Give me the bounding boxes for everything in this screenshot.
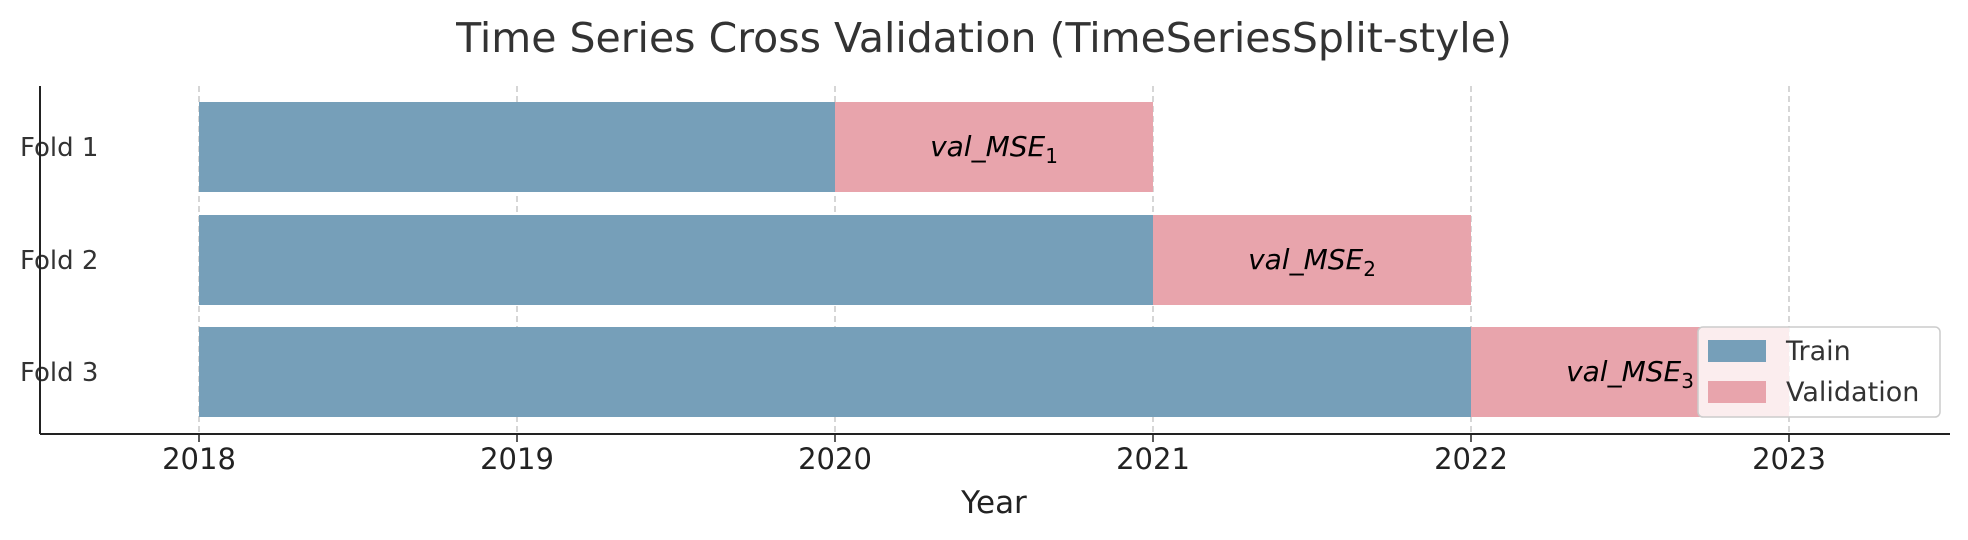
x-tick-label: 2023 bbox=[1752, 442, 1826, 476]
chart-title: Time Series Cross Validation (TimeSeries… bbox=[455, 14, 1512, 62]
validation-bar bbox=[835, 102, 1153, 192]
legend-swatch bbox=[1708, 340, 1766, 362]
x-tick-label: 2022 bbox=[1434, 442, 1508, 476]
validation-label-text: val_MSE bbox=[1566, 355, 1681, 388]
validation-label-subscript: 3 bbox=[1681, 369, 1694, 393]
x-axis-label: Year bbox=[960, 485, 1027, 521]
validation-label-text: val_MSE bbox=[930, 130, 1045, 163]
validation-label: val_MSE3 bbox=[1566, 355, 1694, 393]
train-bar bbox=[199, 327, 1471, 417]
y-tick-label: Fold 2 bbox=[20, 246, 98, 276]
y-tick-labels: Fold 1 Fold 2 Fold 3 bbox=[20, 133, 98, 388]
train-bar bbox=[199, 215, 1153, 305]
x-tick-label: 2018 bbox=[162, 442, 236, 476]
x-ticks: 2018 2019 2020 2021 2022 2023 bbox=[162, 434, 1826, 476]
x-tick-label: 2019 bbox=[480, 442, 554, 476]
legend-label: Train bbox=[1785, 336, 1851, 367]
legend-label: Validation bbox=[1786, 377, 1919, 408]
y-tick-label: Fold 1 bbox=[20, 133, 98, 163]
x-tick-label: 2020 bbox=[798, 442, 872, 476]
legend-swatch bbox=[1708, 381, 1766, 403]
x-tick-label: 2021 bbox=[1116, 442, 1190, 476]
validation-bar bbox=[1153, 215, 1471, 305]
validation-label-subscript: 1 bbox=[1045, 144, 1058, 168]
validation-label: val_MSE2 bbox=[1248, 243, 1376, 281]
legend: Train Validation bbox=[1697, 326, 1941, 418]
validation-label: val_MSE1 bbox=[930, 130, 1058, 168]
train-bar bbox=[199, 102, 835, 192]
y-tick-label: Fold 3 bbox=[20, 358, 98, 388]
validation-label-subscript: 2 bbox=[1363, 257, 1376, 281]
validation-label-text: val_MSE bbox=[1248, 243, 1363, 276]
